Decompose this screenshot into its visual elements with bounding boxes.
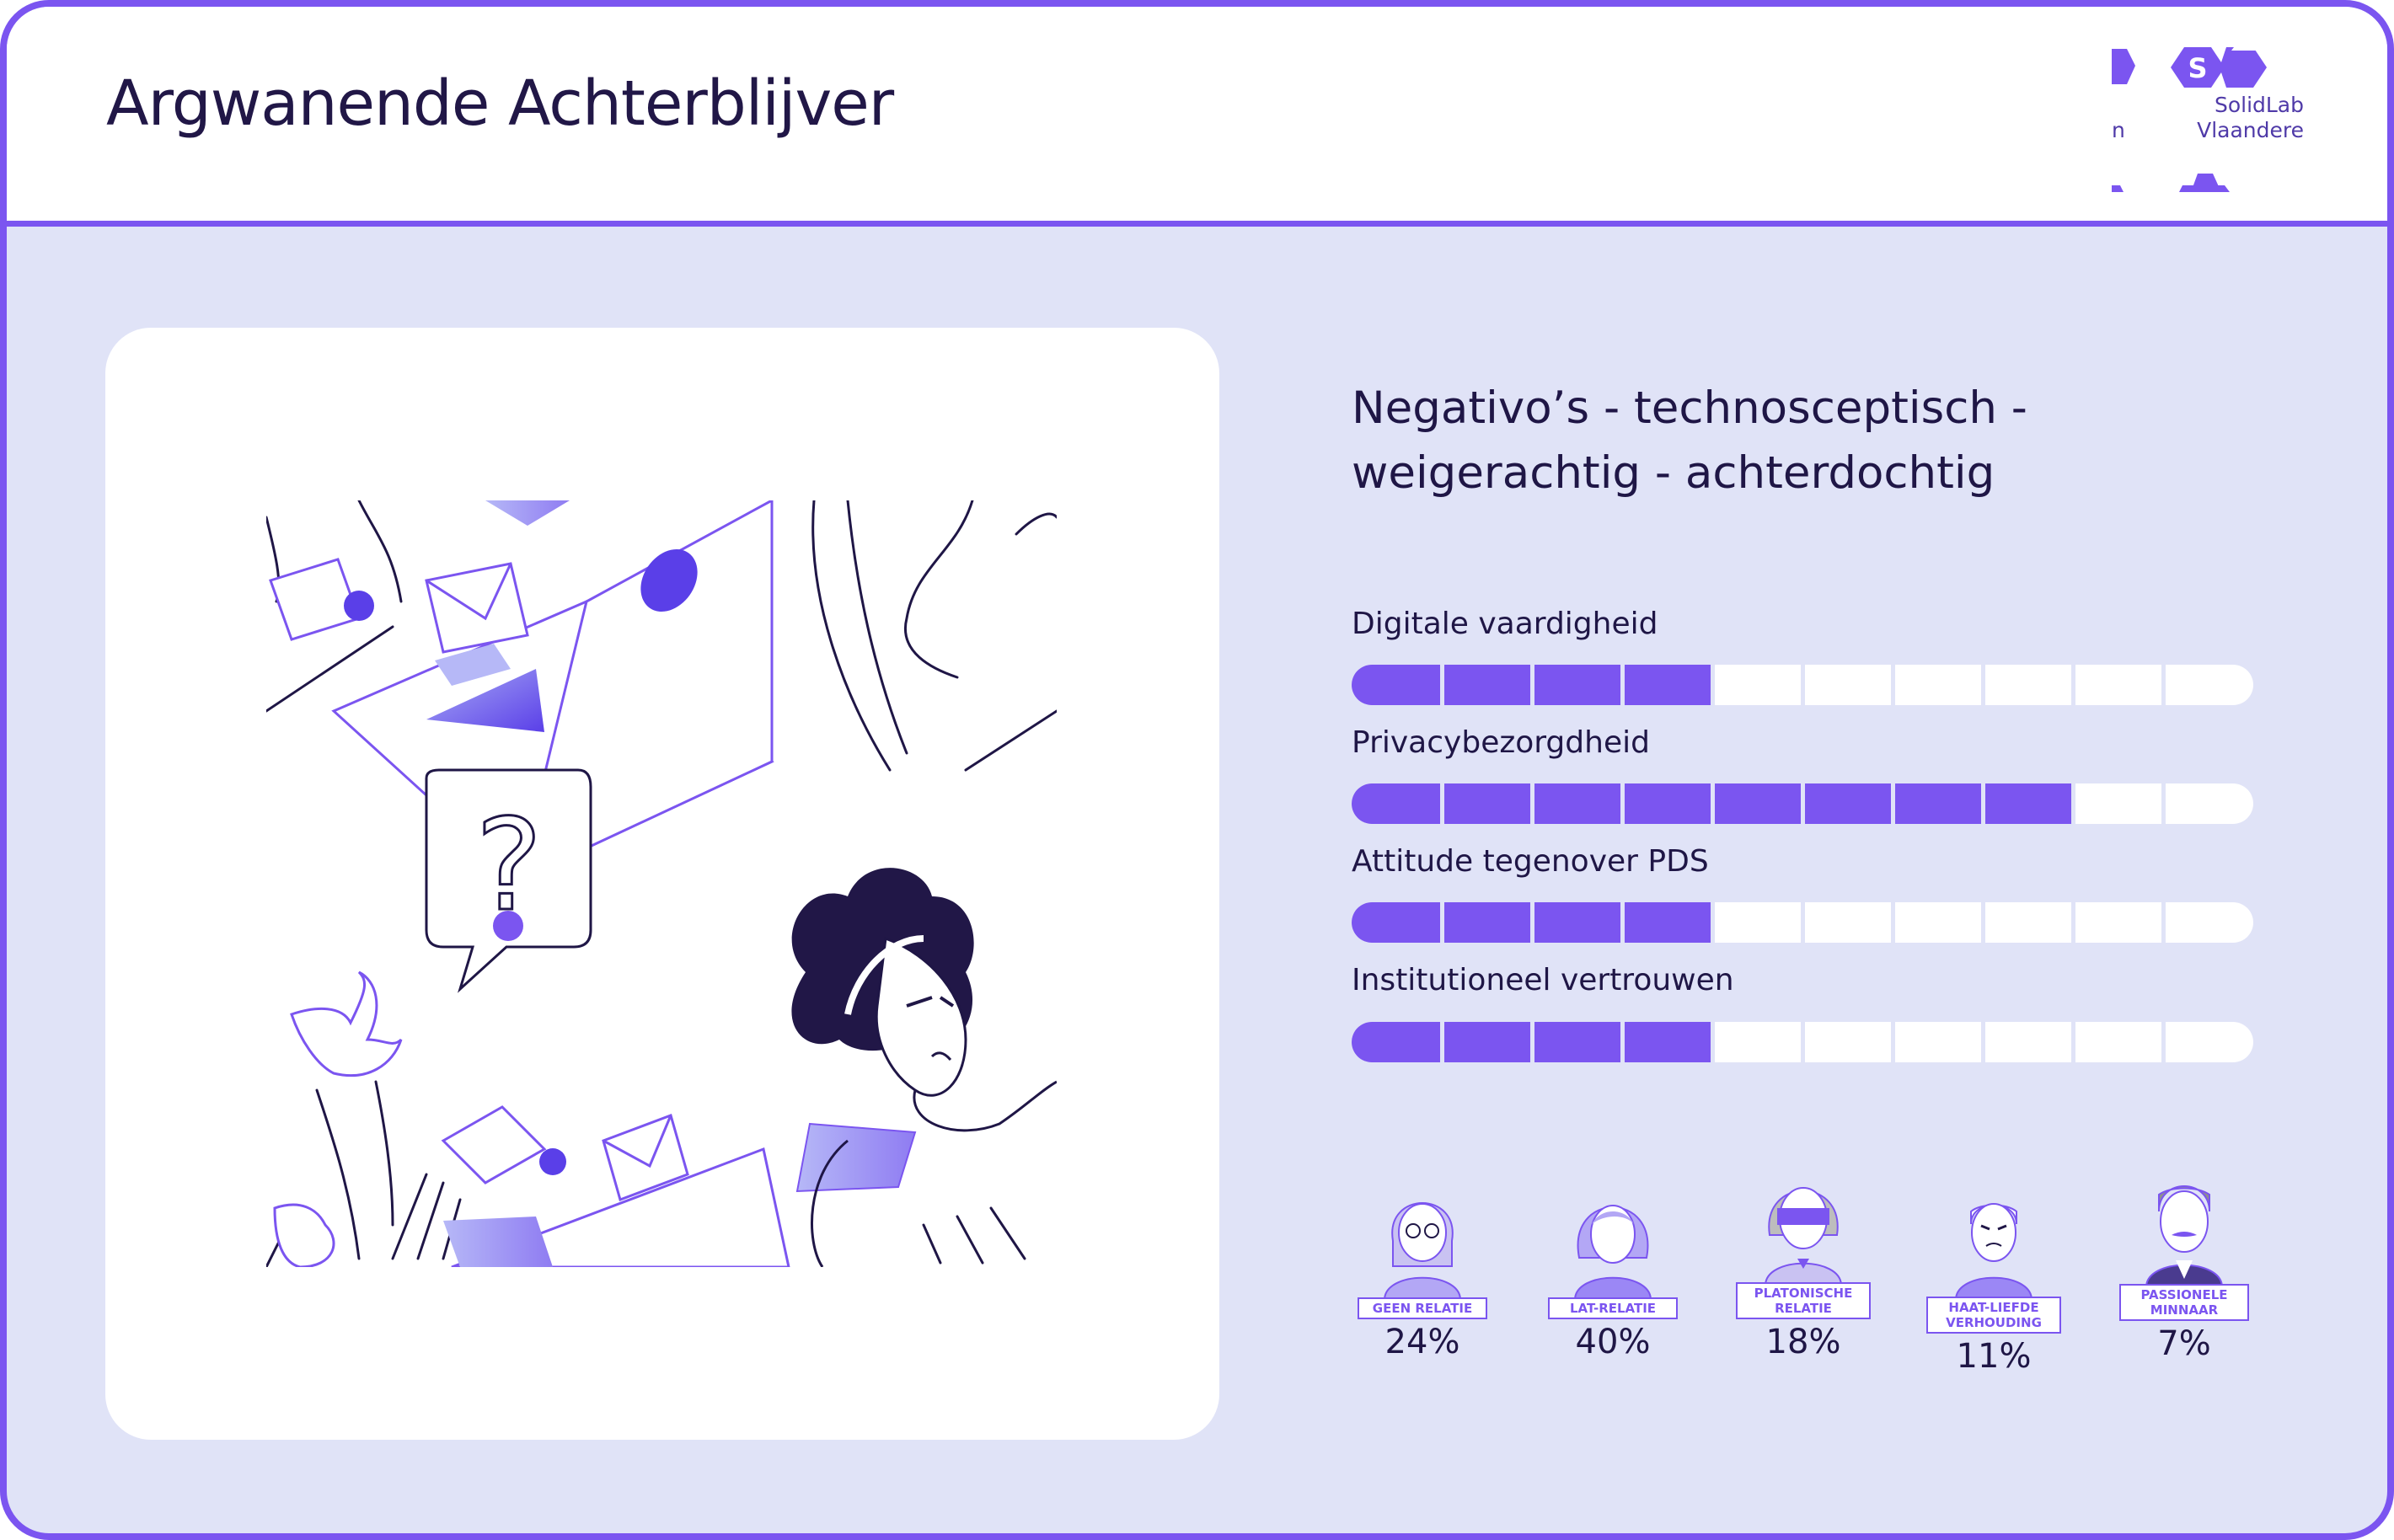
relationship-passionele-minnaar: PASSIONELE MINNAAR 7% — [2100, 1161, 2268, 1363]
bar-segment-divider — [1620, 783, 1625, 824]
bar-segment-divider — [2071, 902, 2075, 943]
relationship-label: PASSIONELE MINNAAR — [2119, 1284, 2249, 1321]
relationship-percent: 7% — [2157, 1324, 2211, 1363]
subtitle-line-2: weigerachtig - achterdochtig — [1352, 447, 1995, 499]
metric-label-pds-attitude: Attitude tegenover PDS — [1352, 844, 1709, 879]
bar-segment-divider — [1711, 902, 1715, 943]
bar-segment-divider — [2161, 1022, 2166, 1062]
bar-segment-divider — [1440, 902, 1444, 943]
relationship-percent: 18% — [1765, 1323, 1841, 1361]
question-mark-icon: ? — [425, 768, 592, 993]
bar-segment-divider — [1891, 902, 1895, 943]
relationship-label: HAAT-LIEFDE VERHOUDING — [1926, 1297, 2061, 1334]
mustache-man-icon — [2145, 1185, 2224, 1287]
bar-segment-divider — [1530, 902, 1534, 943]
relationship-label: GEEN RELATIE — [1358, 1297, 1487, 1319]
illustration-card: ? — [105, 328, 1219, 1440]
angry-man-icon — [1954, 1203, 2033, 1300]
metric-label-institutional-trust: Institutioneel vertrouwen — [1352, 963, 1734, 997]
woman-glasses-icon — [1383, 1202, 1462, 1300]
bar-segment-divider — [1891, 665, 1895, 705]
bar-segment-divider — [1891, 783, 1895, 824]
bar-segment-divider — [2161, 902, 2166, 943]
relationship-lat-relatie: LAT-RELATIE 40% — [1529, 1174, 1697, 1361]
bar-segment-divider — [1620, 1022, 1625, 1062]
bar-segment-divider — [1801, 665, 1805, 705]
profile-subtitle: Negativo’s - technosceptisch - weigerach… — [1352, 376, 2279, 505]
bar-segment-divider — [1711, 1022, 1715, 1062]
header: Argwanende Achterblijver S SolidLab Vlaa… — [7, 7, 2387, 227]
bar-segment-divider — [2161, 665, 2166, 705]
metric-bar-institutional-trust — [1352, 1022, 2253, 1062]
bar-segment-divider — [1981, 783, 1985, 824]
bar-segment-divider — [1620, 902, 1625, 943]
bar-segment-divider — [2071, 1022, 2075, 1062]
relationship-platonische-relatie: PLATONISCHE RELATIE 18% — [1719, 1159, 1888, 1361]
bar-segment-divider — [1801, 902, 1805, 943]
metric-label-privacy-concern: Privacybezorgdheid — [1352, 725, 1650, 760]
bar-segment-divider — [1530, 1022, 1534, 1062]
bar-segment-divider — [1711, 783, 1715, 824]
relationship-percent: 11% — [1956, 1337, 2032, 1376]
bar-segment-divider — [1981, 902, 1985, 943]
bar-segment-divider — [1440, 1022, 1444, 1062]
page-title: Argwanende Achterblijver — [106, 67, 894, 140]
bar-segment-divider — [1440, 665, 1444, 705]
bar-segment-divider — [2071, 783, 2075, 824]
relationship-geen-relatie: GEEN RELATIE 24% — [1338, 1174, 1507, 1361]
bar-segment-divider — [1801, 1022, 1805, 1062]
bar-segment-divider — [2161, 783, 2166, 824]
metric-bar-privacy-concern — [1352, 783, 2253, 824]
relationship-percent: 40% — [1575, 1323, 1651, 1361]
relationship-percent: 24% — [1384, 1323, 1460, 1361]
subtitle-line-1: Negativo’s - technosceptisch - — [1352, 382, 2027, 434]
bar-segment-divider — [1711, 665, 1715, 705]
woman-icon — [1573, 1205, 1652, 1300]
bar-segment-divider — [1440, 783, 1444, 824]
solidlab-logo: S SolidLab Vlaandere n — [2112, 40, 2304, 192]
blindfolded-person-icon — [1764, 1187, 1843, 1286]
bar-segment-divider — [1981, 665, 1985, 705]
bar-segment-divider — [1530, 665, 1534, 705]
logo-text-vlaanderen: Vlaandere — [2197, 118, 2304, 142]
suspicious-woman-illustration: ? — [266, 500, 1057, 1267]
metric-bar-digital-skills — [1352, 665, 2253, 705]
bar-segment-divider — [2071, 665, 2075, 705]
relationship-haat-liefde-verhouding: HAAT-LIEFDE VERHOUDING 11% — [1909, 1174, 2078, 1376]
bar-segment-divider — [1981, 1022, 1985, 1062]
bar-segment-divider — [1891, 1022, 1895, 1062]
metric-label-digital-skills: Digitale vaardigheid — [1352, 607, 1658, 641]
metric-bar-pds-attitude — [1352, 902, 2253, 943]
logo-partial-text: n — [2112, 118, 2125, 142]
bar-segment-divider — [1530, 783, 1534, 824]
bar-segment-divider — [1801, 783, 1805, 824]
relationship-label: LAT-RELATIE — [1548, 1297, 1678, 1319]
hexagon-logo-icon: S — [2112, 44, 2267, 192]
svg-text:S: S — [2188, 52, 2207, 84]
logo-text-solidlab: SolidLab — [2214, 93, 2304, 117]
relationship-label: PLATONISCHE RELATIE — [1736, 1282, 1871, 1319]
bar-segment-divider — [1620, 665, 1625, 705]
